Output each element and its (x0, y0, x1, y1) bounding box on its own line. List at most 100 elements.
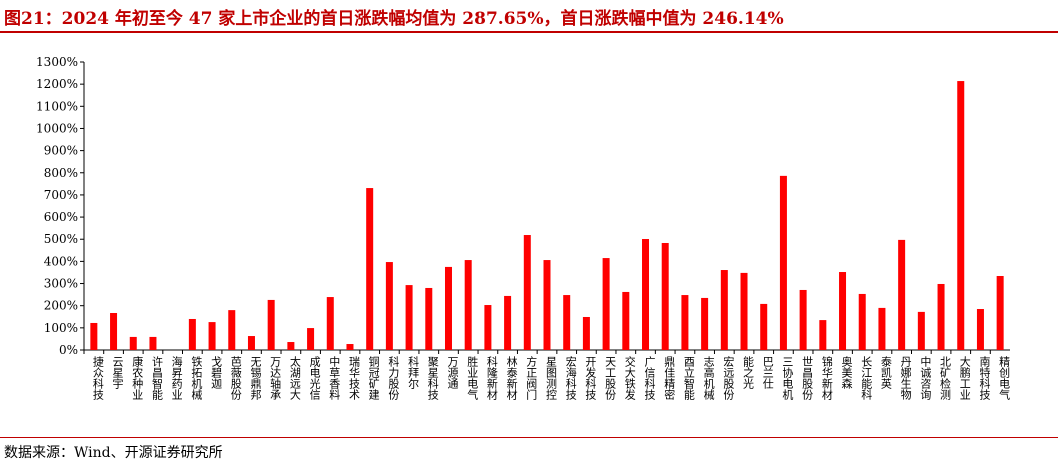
bar-鼎佳精密 (661, 242, 669, 350)
x-tick-label: 中草香料 (328, 356, 341, 401)
x-tick-label: 大鹏工业 (958, 355, 971, 400)
y-tick-label: 200% (44, 299, 78, 313)
x-tick-label: 南特科技 (978, 356, 991, 401)
bar-林泰新材 (504, 295, 512, 350)
y-tick-label: 700% (44, 188, 78, 202)
x-tick-label: 科隆新材 (485, 355, 498, 400)
x-tick-label: 鼎佳精密 (663, 356, 676, 401)
x-tick-label: 胜业电气 (466, 355, 479, 400)
bar-巴兰仕 (760, 303, 768, 350)
bar-大鹏工业 (957, 81, 965, 350)
x-tick-label: 泰凯英 (879, 355, 892, 390)
x-tick-label: 巴兰仕 (761, 356, 774, 390)
title-divider (0, 31, 1058, 33)
bar-开发科技 (582, 316, 590, 350)
x-tick-label: 铁拓机械 (190, 356, 203, 401)
bar-胜业电气 (464, 260, 472, 350)
bar-云星宇 (110, 313, 118, 350)
x-tick-label: 科拜尔 (407, 355, 420, 389)
x-tick-label: 天工股份 (604, 356, 617, 401)
x-tick-label: 无锡鼎邦 (249, 356, 262, 400)
bar-泰凯英 (878, 307, 886, 350)
x-tick-label: 长江能科 (860, 356, 873, 400)
y-tick-label: 1000% (36, 121, 78, 135)
bar-中诚咨询 (917, 311, 925, 350)
x-tick-label: 志高机械 (702, 356, 715, 401)
bar-星图测控 (543, 260, 551, 350)
y-tick-label: 1300% (36, 55, 78, 69)
x-tick-label: 酉立智能 (682, 356, 695, 401)
x-tick-label: 捷众科技 (91, 355, 104, 401)
bar-奥美森 (839, 272, 847, 350)
bar-科力股份 (385, 262, 393, 350)
y-tick-label: 600% (44, 210, 78, 224)
x-tick-label: 林泰新材 (505, 355, 518, 400)
bar-世昌股份 (799, 289, 807, 350)
x-tick-label: 精创电气 (998, 356, 1011, 400)
bar-酉立智能 (681, 295, 689, 350)
x-tick-label: 宏海科技 (564, 355, 577, 401)
bar-长江能科 (858, 293, 866, 350)
x-tick-label: 方正阀门 (525, 355, 538, 401)
bar-铜冠矿建 (366, 188, 374, 350)
bar-精创电气 (996, 276, 1004, 350)
bar-许昌智能 (149, 336, 157, 350)
x-tick-label: 交大铁发 (623, 355, 636, 401)
bar-锦华新材 (819, 320, 827, 350)
y-tick-label: 400% (44, 254, 78, 268)
x-tick-label: 三协电机 (781, 356, 794, 400)
bar-太湖远大 (287, 342, 295, 350)
bar-万达轴承 (267, 299, 275, 350)
bar-聚星科技 (425, 287, 433, 350)
y-tick-label: 800% (44, 166, 78, 180)
x-tick-label: 太湖远大 (288, 356, 301, 400)
x-tick-label: 云星宇 (111, 356, 124, 389)
bar-丹娜生物 (898, 239, 906, 350)
source-divider (0, 437, 1058, 438)
bar-方正阀门 (523, 235, 531, 350)
y-tick-label: 500% (44, 232, 78, 246)
bar-铁拓机械 (188, 318, 196, 350)
bar-瑞华技术 (346, 344, 354, 350)
x-tick-label: 万源通 (446, 356, 459, 389)
x-tick-label: 开发科技 (584, 356, 597, 401)
x-tick-label: 广信科技 (643, 356, 656, 401)
bar-芭薇股份 (228, 310, 236, 350)
bar-科拜尔 (405, 285, 413, 350)
x-tick-label: 戈碧迦 (210, 356, 223, 389)
x-tick-label: 中诚咨询 (919, 356, 932, 401)
bar-宏海科技 (563, 295, 571, 350)
x-tick-label: 北矿检测 (939, 356, 952, 401)
bar-无锡鼎邦 (247, 336, 255, 350)
bar-天工股份 (602, 258, 610, 350)
x-tick-label: 铜冠矿建 (367, 355, 380, 401)
x-tick-label: 瑞华技术 (347, 355, 360, 401)
y-tick-label: 1100% (36, 99, 78, 113)
x-tick-label: 宏远股份 (722, 355, 735, 401)
bar-南特科技 (976, 309, 984, 350)
x-tick-label: 世昌股份 (801, 356, 814, 401)
source-note: 数据来源：Wind、开源证券研究所 (4, 445, 223, 461)
bar-志高机械 (701, 297, 709, 350)
x-tick-label: 能之光 (742, 355, 755, 390)
x-tick-label: 成电光信 (308, 356, 321, 401)
y-tick-label: 0% (59, 343, 78, 357)
x-tick-label: 聚星科技 (426, 356, 439, 401)
x-tick-label: 许昌智能 (150, 356, 163, 401)
bar-广信科技 (642, 239, 650, 350)
bar-戈碧迦 (208, 322, 216, 350)
bar-chart: 0% 100% 200% 300% 400% 500% 600% 700% 800% 900% 10… (36, 55, 1011, 401)
y-tick-label: 1200% (36, 77, 78, 91)
bar-万源通 (444, 266, 452, 350)
bar-捷众科技 (90, 322, 98, 350)
x-tick-label: 星图测控 (545, 356, 558, 400)
bar-科隆新材 (484, 305, 492, 350)
y-tick-label: 100% (44, 321, 78, 335)
x-tick-label: 科力股份 (387, 355, 400, 401)
x-tick-label: 锦华新材 (820, 355, 833, 400)
y-tick-label: 900% (44, 144, 78, 158)
x-tick-label: 芭薇股份 (229, 355, 242, 401)
x-tick-label: 丹娜生物 (899, 356, 912, 400)
bar-能之光 (740, 272, 748, 350)
bar-宏远股份 (720, 270, 728, 350)
